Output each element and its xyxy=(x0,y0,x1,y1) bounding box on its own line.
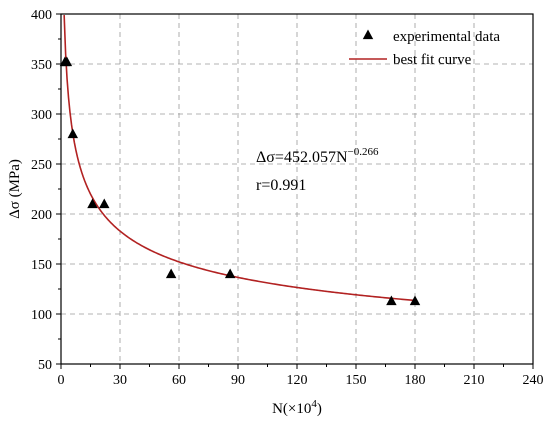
data-point-triangle xyxy=(61,56,73,67)
legend-label-fit: best fit curve xyxy=(393,52,472,68)
fit-equation: Δσ=452.057N−0.266 xyxy=(256,146,379,166)
y-tick-label: 200 xyxy=(31,208,52,223)
x-tick-label: 150 xyxy=(346,373,367,388)
data-point-triangle xyxy=(386,295,397,306)
legend-label-experimental: experimental data xyxy=(393,29,500,45)
fit-equation-main: Δσ=452.057N xyxy=(256,149,348,166)
legend: experimental data best fit curve xyxy=(349,29,500,68)
legend-triangle-icon xyxy=(362,29,374,40)
grid-lines xyxy=(61,14,533,364)
x-tick-label: 90 xyxy=(231,373,245,388)
y-tick-label: 350 xyxy=(31,58,52,73)
y-tick-label: 150 xyxy=(31,258,52,273)
y-tick-label: 100 xyxy=(31,308,52,323)
data-point-triangle xyxy=(224,268,236,279)
data-point-triangle xyxy=(99,198,110,209)
y-tick-label: 300 xyxy=(31,108,52,123)
data-point-triangle xyxy=(87,198,98,209)
x-tick-label: 180 xyxy=(405,373,426,388)
fit-equation-exponent: −0.266 xyxy=(348,146,379,158)
y-axis-title: Δσ (MPa) xyxy=(7,159,23,219)
x-tick-label: 60 xyxy=(172,373,186,388)
best-fit-curve xyxy=(63,15,416,302)
data-point-triangle xyxy=(409,295,421,306)
y-tick-label: 250 xyxy=(31,158,52,173)
x-tick-label: 0 xyxy=(58,373,65,388)
x-tick-label: 210 xyxy=(464,373,485,388)
x-axis-title: N(×104) xyxy=(272,398,322,417)
correlation-value: r=0.991 xyxy=(256,177,306,194)
x-tick-label: 240 xyxy=(523,373,544,388)
x-tick-label: 30 xyxy=(113,373,127,388)
data-point-triangle xyxy=(165,268,177,279)
x-axis-title-main: N(×10 xyxy=(272,401,311,417)
experimental-points-layer xyxy=(59,56,421,306)
x-axis-title-end: ) xyxy=(317,401,322,417)
y-tick-label: 400 xyxy=(31,8,52,23)
plot-area-frame xyxy=(60,13,534,365)
y-tick-label: 50 xyxy=(38,358,52,373)
data-point-triangle xyxy=(67,128,79,139)
x-axis-title-sup: 4 xyxy=(311,398,317,410)
fit-curve-layer xyxy=(63,15,416,302)
tick-labels: 0 30 60 90 120 150 180 210 240 50 100 150 200 250 300 3… xyxy=(31,8,544,388)
x-tick-label: 120 xyxy=(287,373,308,388)
